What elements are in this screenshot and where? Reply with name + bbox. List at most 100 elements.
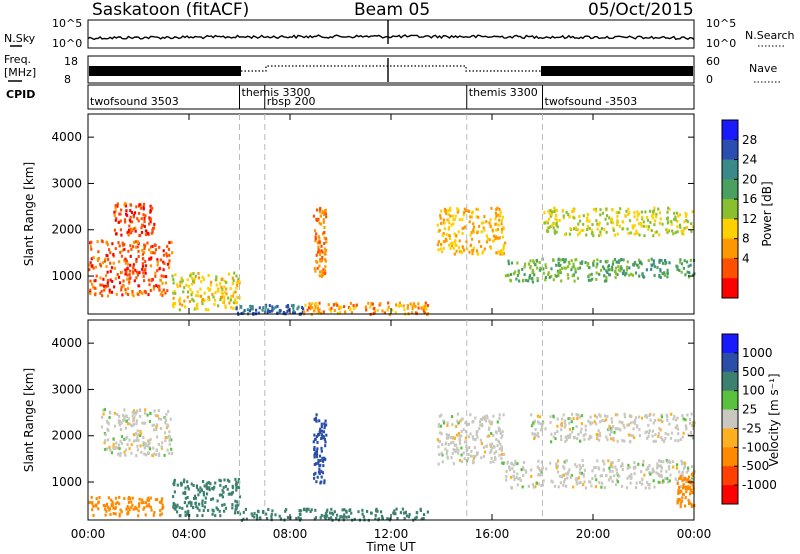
velocity-cell-257 (101, 415, 104, 419)
velocity-cell-1099 (668, 479, 671, 483)
power-cell-646 (306, 308, 309, 312)
velocity-swatch-8 (722, 485, 738, 505)
velocity-cell-722 (486, 434, 489, 438)
velocity-cell-708 (490, 420, 493, 424)
power-cell-1167 (625, 268, 628, 272)
power-cell-504 (235, 274, 238, 278)
velocity-cell-843 (490, 422, 493, 426)
power-cell-570 (271, 305, 274, 309)
power-cell-743 (321, 269, 324, 273)
power-cell-813 (502, 245, 505, 249)
velocity-cell-239 (123, 437, 126, 441)
velocity-cell-135 (103, 441, 106, 445)
power-cell-995 (547, 271, 550, 275)
velocity-cell-1417 (594, 414, 597, 418)
velocity-cell-1028 (527, 484, 530, 488)
velocity-cell-422 (176, 510, 179, 514)
power-cell-832 (482, 221, 485, 225)
power-cell-555 (276, 304, 279, 308)
power-cell-215 (126, 266, 129, 270)
power-cell-764 (320, 259, 323, 263)
power-cell-723 (322, 268, 325, 272)
velocity-cell-31 (106, 505, 110, 509)
velocity-cell-1369 (596, 435, 599, 439)
power-cell-1123 (678, 268, 681, 272)
power-cell-1420 (670, 220, 673, 224)
power-cell-1300 (635, 229, 638, 233)
velocity-cell-251 (131, 414, 134, 418)
power-cell-1190 (630, 272, 633, 276)
power-cell-402 (195, 294, 198, 297)
velocity-cell-733 (463, 457, 466, 461)
velocity-cell-1391 (684, 424, 687, 428)
power-cell-541 (296, 307, 299, 311)
power-cell-192 (132, 271, 135, 275)
power-cell-335 (124, 202, 127, 206)
velocity-cell-75 (152, 513, 155, 517)
power-cell-772 (324, 250, 327, 254)
power-cell-201 (149, 251, 153, 255)
velocity-cell-550 (419, 509, 422, 512)
velocity-cell-335 (197, 493, 200, 497)
velocity-cell-1383 (610, 429, 613, 433)
velocity-cell-231 (126, 435, 129, 439)
velocity-cell-1036 (564, 459, 568, 463)
power-cell-1136 (621, 272, 625, 276)
velocity-cell-638 (320, 425, 323, 429)
velocity-cell-14 (150, 508, 153, 512)
velocity-cell-235 (155, 425, 158, 429)
power-cell-612 (417, 306, 420, 310)
velocity-cell-1169 (610, 463, 613, 467)
power-cell-146 (131, 292, 134, 296)
velocity-cell-1276 (608, 424, 611, 428)
velocity-cell-940 (635, 486, 638, 490)
power-cell-1392 (632, 226, 635, 230)
power-cell-1354 (573, 227, 576, 231)
velocity-cell-731 (457, 448, 460, 452)
velocity-cell-436 (173, 478, 176, 482)
power-cell-433 (214, 291, 217, 295)
velocity-cell-778 (460, 446, 463, 450)
power-cell-171 (133, 279, 136, 283)
power-cell-472 (225, 287, 228, 291)
velocity-cell-792 (438, 453, 441, 456)
power-cell-693 (327, 303, 330, 307)
velocity-cell-847 (450, 441, 453, 445)
power-cell-988 (513, 272, 516, 276)
velocity-cell-1004 (513, 478, 516, 481)
power-cell-46 (168, 241, 171, 245)
velocity-cell-673 (319, 427, 322, 431)
velocity-cell-1236 (588, 434, 592, 438)
velocity-cell-888 (584, 486, 587, 490)
power-cell-1254 (676, 230, 679, 234)
freq-block-late (541, 66, 693, 76)
velocity-cell-1368 (575, 425, 578, 428)
velocity-cell-175 (128, 422, 131, 426)
power-cell-85 (151, 278, 154, 282)
power-cell-1211 (641, 272, 644, 276)
power-cell-556 (279, 309, 282, 313)
velocity-cell-203 (132, 439, 135, 443)
velocity-cell-1403 (617, 427, 620, 431)
power-cell-80 (99, 262, 102, 266)
power-cell-1149 (616, 273, 619, 276)
velocity-cell-497 (267, 508, 270, 511)
power-cell-1113 (558, 270, 561, 274)
power-cell-496 (235, 301, 238, 305)
velocity-cell-1025 (555, 462, 558, 466)
velocity-cell-460 (313, 517, 316, 521)
power-cell-926 (455, 234, 458, 238)
power-cell-817 (494, 217, 497, 221)
power-cell-74 (129, 263, 132, 267)
power-cell-491 (186, 295, 189, 299)
velocity-cell-1304 (544, 427, 547, 431)
power-cell-417 (192, 299, 195, 303)
power-cell-1380 (558, 219, 561, 222)
velocity-cell-90 (102, 503, 105, 507)
velocity-cell-86 (111, 503, 114, 507)
power-cell-574 (236, 311, 240, 315)
velocity-cell-523 (319, 516, 322, 520)
velocity-cell-839 (447, 443, 450, 446)
velocity-cell-336 (190, 501, 193, 505)
power-cell-176 (136, 273, 140, 277)
